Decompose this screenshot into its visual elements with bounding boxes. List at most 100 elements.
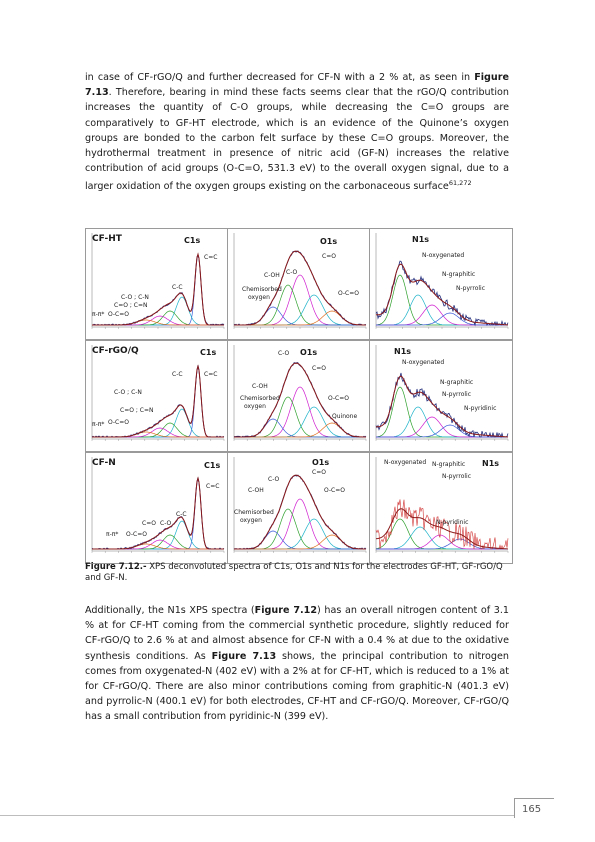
component-peak [376, 538, 508, 550]
page-number-box [514, 798, 554, 818]
axis-frame [375, 233, 508, 328]
peak-label: N-pyrrolic [442, 473, 472, 480]
component-peak [92, 543, 224, 550]
peak-label: C=O [312, 469, 326, 476]
peak-label: C-O [286, 269, 298, 276]
peak-label: oxygen [244, 403, 266, 410]
peak-label: C=C [206, 483, 220, 490]
component-peak [234, 310, 366, 326]
peak-label: C-O [278, 350, 290, 357]
fit-envelope [92, 252, 224, 326]
peak-label: Chemisorbed [242, 286, 282, 293]
xps-figure: CF-HT C1s C=C C-C C-O ; C-N C=O ; C=N π-… [85, 228, 513, 564]
peak-label: C=O [312, 365, 326, 372]
component-peak [376, 304, 508, 326]
footer-rule [0, 815, 515, 816]
fit-envelope [375, 508, 509, 550]
peak-label: C-C [172, 371, 183, 378]
page-number: 165 [522, 804, 542, 815]
peak-label: N-oxygenated [422, 252, 465, 259]
panel-subtitle: N1s [412, 235, 430, 244]
panel-subtitle: N1s [394, 347, 412, 356]
peak-label: Chemisorbed [240, 395, 280, 402]
peak-label: C=O ; C=N [114, 302, 148, 309]
peak-label: C-O ; C-N [121, 294, 149, 301]
panel-subtitle: C1s [200, 348, 217, 357]
peak-label: O-C=O [126, 531, 147, 538]
peak-label: Quinone [332, 413, 358, 420]
fit-envelope [375, 375, 509, 438]
panel-subtitle: O1s [300, 348, 318, 357]
peak-label: C=C [204, 254, 218, 261]
fit-envelope [92, 476, 224, 550]
component-peak [376, 416, 508, 438]
peak-label: C-C [176, 511, 187, 518]
panel-title: CF-rGO/Q [92, 346, 139, 356]
peak-label: N-oxygenated [402, 359, 445, 366]
peak-label: N-graphitic [440, 379, 474, 386]
peak-label: oxygen [240, 517, 262, 524]
peak-label: oxygen [248, 294, 270, 301]
peak-label: C=O ; C=N [120, 407, 154, 414]
peak-label: π-π* [92, 311, 105, 318]
fit-envelope [375, 263, 509, 326]
peak-label: C-O [160, 520, 172, 527]
peak-label: N-oxygenated [384, 459, 427, 466]
component-peak [234, 498, 366, 550]
axis-frame [233, 345, 366, 440]
component-peak [376, 312, 508, 326]
panel-cfrgoq-o1s: O1s C-O C=O C-OH Chemisorbed oxygen O-C=… [227, 340, 371, 452]
peak-label: π-π* [106, 531, 119, 538]
component-peak [234, 422, 366, 438]
component-peak [376, 424, 508, 438]
panel-subtitle: O1s [312, 458, 330, 467]
panel-subtitle: C1s [184, 236, 201, 245]
peak-label: C-OH [264, 272, 280, 279]
peak-label: C=O [322, 253, 336, 260]
body-paragraph-2: Additionally, the N1s XPS spectra (Figur… [85, 605, 509, 723]
fit-envelope [92, 364, 224, 438]
body-paragraph-1: in case of CF-rGO/Q and further decrease… [85, 72, 509, 193]
figure-caption: Figure 7.12.- XPS deconvoluted spectra o… [85, 562, 503, 583]
peak-label: O-C=O [324, 487, 345, 494]
peak-label: C=O [142, 520, 156, 527]
panel-cfht-n1s: N1s N-oxygenated N-graphitic N-pyrrolic [369, 228, 513, 340]
peak-label: C-OH [248, 487, 264, 494]
axis-frame [375, 457, 508, 552]
panel-subtitle: C1s [204, 461, 221, 470]
peak-label: O-C=O [108, 419, 129, 426]
fit-envelope [234, 474, 366, 550]
axis-frame [233, 233, 366, 328]
peak-label: π-π* [92, 421, 105, 428]
peak-label: N-graphitic [432, 461, 466, 468]
peak-label: N-graphitic [442, 271, 476, 278]
panel-cfrgoq-c1s: CF-rGO/Q C1s C=C C-C C-O ; C-N C=O ; C=N… [85, 340, 229, 452]
panel-cfn-o1s: O1s C=O C-O C-OH O-C=O Chemisorbed oxyge… [227, 452, 371, 564]
axis-frame [233, 457, 366, 552]
component-peak [234, 534, 366, 550]
panel-title: CF-N [92, 458, 116, 468]
panel-cfht-o1s: O1s C=O C-O C-OH Chemisorbed oxygen O-C=… [227, 228, 371, 340]
panel-subtitle: N1s [482, 459, 500, 468]
peak-label: C-OH [252, 383, 268, 390]
peak-label: C-C [172, 284, 183, 291]
fit-envelope [234, 362, 366, 438]
peak-label: C=C [204, 371, 218, 378]
panel-title: CF-HT [92, 234, 122, 244]
panel-cfn-c1s: CF-N C1s C=C C-C C=O C-O π-π* O-C=O [85, 452, 229, 564]
panel-subtitle: O1s [320, 237, 338, 246]
peak-label: C-O [268, 476, 280, 483]
peak-label: N-pyridinic [436, 519, 469, 526]
panel-cfn-n1s: N1s N-oxygenated N-graphitic N-pyrrolic … [369, 452, 513, 564]
peak-label: N-pyrrolic [456, 285, 486, 292]
peak-label: N-pyridinic [464, 405, 497, 412]
peak-label: O-C=O [108, 311, 129, 318]
panel-cfht-c1s: CF-HT C1s C=C C-C C-O ; C-N C=O ; C=N π-… [85, 228, 229, 340]
peak-label: Chemisorbed [234, 509, 274, 516]
peak-label: O-C=O [338, 290, 359, 297]
panel-cfrgoq-n1s: N1s N-oxygenated N-graphitic N-pyrrolic … [369, 340, 513, 452]
figure-ref: Figure 7.13 [85, 72, 509, 99]
fit-envelope [234, 250, 366, 326]
raw-spectrum [375, 499, 509, 551]
peak-label: N-pyrrolic [442, 391, 472, 398]
